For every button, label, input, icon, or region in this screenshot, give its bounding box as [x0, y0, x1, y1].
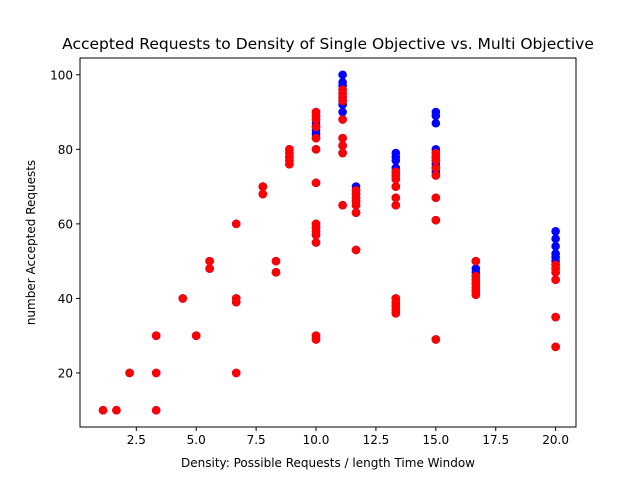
data-point [391, 193, 401, 203]
data-point [112, 405, 121, 415]
x-tick-label: 15.0 [422, 433, 449, 447]
data-point [191, 331, 201, 340]
data-point [231, 368, 241, 378]
data-point [338, 200, 347, 210]
data-point [311, 133, 321, 143]
data-point [551, 241, 560, 251]
data-point [205, 256, 214, 266]
x-tick-label: 20.0 [542, 433, 569, 447]
data-point [285, 145, 294, 154]
data-point [391, 148, 401, 158]
data-point [551, 249, 560, 258]
data-point [338, 70, 347, 80]
data-point [471, 256, 481, 266]
data-point [338, 133, 347, 143]
data-point [351, 186, 361, 195]
data-point [151, 405, 161, 415]
data-point [258, 182, 268, 191]
data-point [231, 294, 241, 303]
y-tick-label: 20 [58, 366, 73, 380]
data-point [431, 215, 441, 225]
data-point [431, 163, 441, 173]
data-point [178, 294, 188, 303]
y-tick-label: 40 [58, 292, 73, 306]
data-point [125, 368, 134, 378]
data-point [151, 331, 161, 340]
y-axis-label: number Accepted Requests [24, 160, 38, 325]
y-axis-ticks: 20 40 60 80 100 [50, 68, 80, 380]
data-point [431, 335, 441, 344]
data-point [391, 200, 401, 210]
data-point [231, 219, 241, 229]
data-point [311, 178, 321, 188]
data-point [431, 118, 441, 128]
data-point [471, 271, 481, 281]
data-point [311, 145, 321, 154]
data-point [338, 115, 347, 124]
data-point [151, 368, 161, 378]
x-tick-label: 10.0 [303, 433, 330, 447]
data-point [391, 182, 401, 191]
x-axis-label: Density: Possible Requests / length Time… [181, 456, 475, 470]
data-point [431, 193, 441, 203]
x-tick-label: 12.5 [363, 433, 390, 447]
data-point [271, 268, 281, 277]
data-point [338, 141, 347, 150]
data-point [271, 256, 281, 266]
data-point [311, 331, 321, 340]
x-tick-label: 5.0 [187, 433, 206, 447]
data-point [471, 264, 481, 273]
data-point [551, 312, 560, 322]
data-point [431, 107, 441, 117]
data-point [391, 294, 401, 303]
series-2-points [98, 85, 560, 415]
data-point [551, 275, 560, 285]
data-point [258, 189, 268, 199]
data-point [205, 264, 214, 273]
data-point [311, 122, 321, 132]
data-point [338, 77, 347, 87]
data-point [338, 148, 347, 158]
data-point [98, 405, 108, 415]
data-point [311, 238, 321, 247]
chart-title: Accepted Requests to Density of Single O… [62, 35, 594, 53]
data-point [391, 167, 401, 176]
data-point [431, 148, 441, 158]
data-point [551, 227, 560, 236]
points-layer [98, 70, 560, 415]
axes-frame [79, 57, 577, 428]
data-point [351, 208, 361, 217]
y-tick-label: 60 [58, 217, 73, 231]
data-point [551, 260, 560, 270]
data-point [551, 342, 560, 352]
data-point [338, 107, 347, 117]
data-point [311, 219, 321, 229]
data-point [311, 107, 321, 117]
data-point [338, 85, 347, 94]
x-tick-label: 17.5 [482, 433, 509, 447]
x-axis-ticks: 2.5 5.0 7.5 10.0 12.5 15.0 17.5 20.0 [127, 427, 569, 447]
y-tick-label: 80 [58, 143, 73, 157]
data-point [551, 234, 560, 244]
x-tick-label: 7.5 [247, 433, 266, 447]
data-point [351, 245, 361, 255]
data-point [431, 171, 441, 180]
x-tick-label: 2.5 [127, 433, 146, 447]
y-tick-label: 100 [50, 68, 73, 82]
